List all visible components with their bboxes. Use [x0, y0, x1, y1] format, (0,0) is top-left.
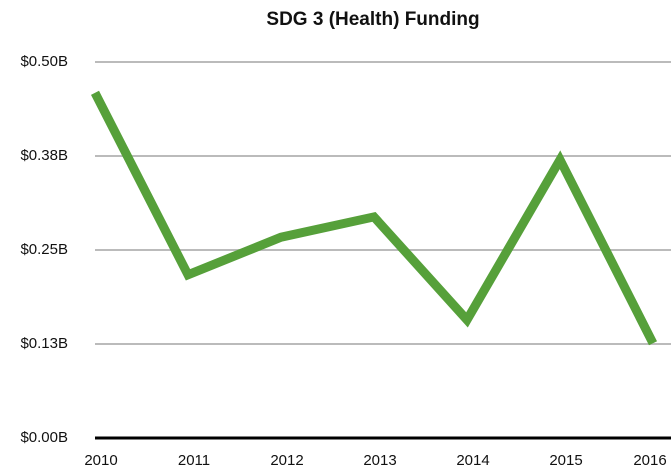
y-tick-label: $0.25B	[20, 241, 68, 258]
x-tick-label: 2015	[549, 452, 582, 469]
x-tick-label: 2013	[363, 452, 396, 469]
x-tick-label: 2014	[456, 452, 489, 469]
y-tick-label: $0.50B	[20, 53, 68, 70]
x-tick-label: 2010	[84, 452, 117, 469]
chart-title: SDG 3 (Health) Funding	[266, 9, 479, 30]
y-tick-label: $0.13B	[20, 335, 68, 352]
y-tick-label: $0.38B	[20, 147, 68, 164]
x-tick-label: 2011	[178, 452, 210, 469]
y-tick-label: $0.00B	[20, 429, 68, 446]
x-tick-label: 2016	[633, 452, 666, 469]
series-line	[90, 90, 658, 346]
x-tick-label: 2012	[270, 452, 303, 469]
